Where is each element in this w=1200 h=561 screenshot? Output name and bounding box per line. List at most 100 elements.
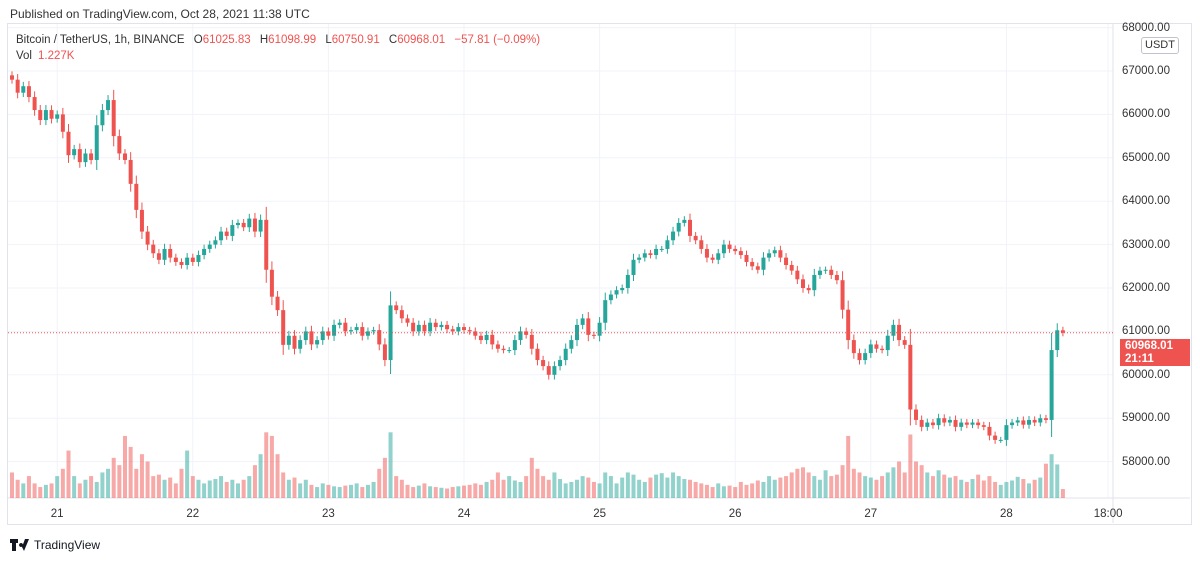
candle-body — [236, 222, 240, 226]
tradingview-logo[interactable]: TradingView — [10, 538, 100, 552]
volume-bar — [43, 484, 48, 498]
candle-body — [202, 248, 207, 256]
brand-name: TradingView — [34, 538, 101, 552]
time-tick: 27 — [864, 508, 878, 520]
price-tick: 68000.00 — [1122, 21, 1170, 34]
volume-bar — [111, 457, 116, 498]
volume-bar — [964, 481, 969, 498]
candle-body — [868, 344, 873, 354]
volume-bar — [750, 483, 755, 498]
volume-bar — [947, 477, 952, 498]
volume-bar — [930, 476, 935, 498]
candle-body — [275, 296, 280, 311]
volume-bar — [26, 476, 31, 498]
volume-bar — [123, 435, 127, 498]
volume-bar — [179, 468, 184, 498]
candle-body — [467, 330, 472, 332]
candle-body — [744, 255, 749, 262]
candle-body — [207, 244, 212, 249]
volume-bar — [445, 488, 450, 498]
price-tick: 62000.00 — [1122, 282, 1170, 294]
time-tick: 24 — [457, 508, 471, 520]
volume-bar — [343, 485, 348, 498]
candle-body — [247, 218, 252, 228]
candle-body — [332, 324, 337, 336]
candle-body — [139, 209, 144, 232]
candle-body — [349, 330, 353, 332]
volume-bar — [219, 476, 224, 498]
volume-bar — [806, 472, 811, 498]
volume-bar — [676, 476, 681, 498]
candle-body — [405, 318, 410, 323]
volume-bar — [744, 484, 749, 498]
volume-bar — [738, 481, 743, 498]
candle-body — [360, 327, 365, 336]
volume-bar — [281, 472, 286, 498]
volume-bar — [1021, 479, 1026, 498]
volume-bar — [224, 481, 229, 498]
volume-bar — [433, 487, 438, 498]
volume-bar — [834, 474, 839, 498]
volume-bar — [880, 476, 885, 498]
volume-bar — [727, 485, 732, 498]
candle-body — [411, 322, 416, 332]
candle-body — [100, 110, 105, 126]
volume-bar — [478, 484, 483, 498]
currency-button[interactable]: USDT — [1141, 37, 1179, 54]
candle-body — [959, 422, 964, 427]
volume-bar — [394, 476, 399, 498]
price-tick: 61000.00 — [1122, 325, 1170, 338]
candle-body — [32, 97, 37, 111]
volume-bar — [162, 479, 167, 498]
volume-bar — [501, 479, 506, 498]
price-tick: 58000.00 — [1122, 455, 1170, 468]
volume-bar — [60, 468, 65, 498]
volume-bar — [456, 486, 461, 498]
candle-body — [320, 331, 325, 341]
candle-body — [123, 153, 127, 160]
bar-countdown: 21:11 — [1125, 352, 1154, 365]
volume-bar — [258, 454, 263, 498]
candle-body — [196, 255, 201, 262]
candle-body — [676, 222, 681, 232]
candle-body — [518, 331, 523, 341]
symbol-title[interactable]: Bitcoin / TetherUS, 1h, BINANCE — [16, 34, 185, 46]
volume-bar — [236, 483, 240, 498]
candle-body — [416, 324, 421, 332]
volume-bar — [512, 480, 517, 498]
candle-body — [162, 248, 167, 260]
candle-body — [371, 330, 376, 332]
high-value: H61098.99 — [260, 34, 316, 46]
candle-body — [880, 348, 885, 351]
volume-bar — [72, 476, 77, 498]
candle-body — [478, 335, 483, 341]
candle-body — [21, 86, 26, 93]
candle-body — [179, 261, 184, 265]
volume-bar — [891, 467, 896, 498]
candle-body — [241, 222, 246, 228]
candle-body — [925, 422, 930, 427]
volume-bar — [914, 461, 918, 498]
volume-bar — [1027, 483, 1031, 498]
candle-body — [620, 288, 625, 291]
candle-body — [846, 309, 851, 341]
candle-body — [298, 340, 303, 349]
volume-bar — [767, 476, 772, 498]
candle-body — [512, 340, 517, 351]
last-price: 60968.01 — [1125, 340, 1173, 352]
price-tick: 66000.00 — [1122, 108, 1170, 121]
candle-body — [501, 348, 506, 351]
volume-bar — [976, 474, 981, 498]
candle-body — [151, 244, 156, 254]
candle-body — [326, 331, 331, 336]
volume-bar — [77, 483, 82, 498]
candle-body — [303, 331, 308, 341]
candle-body — [738, 251, 743, 256]
volume-bar — [168, 477, 173, 498]
volume-bar — [953, 476, 958, 498]
candle-body — [1038, 418, 1043, 423]
candle-body — [1043, 418, 1048, 420]
candle-body — [224, 231, 229, 236]
volume-bar — [925, 472, 930, 498]
